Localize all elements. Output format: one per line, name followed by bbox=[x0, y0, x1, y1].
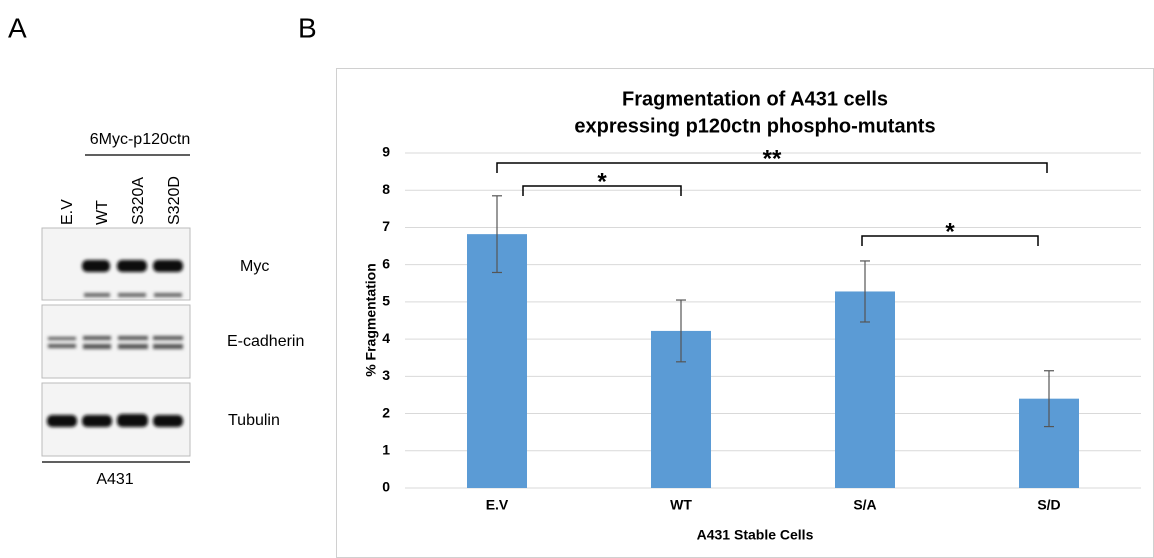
x-tick-label: WT bbox=[670, 497, 692, 513]
blot-header: 6Myc-p120ctn bbox=[90, 131, 191, 148]
x-tick-label: E.V bbox=[486, 497, 509, 513]
x-tick-label: S/D bbox=[1037, 497, 1060, 513]
blot-ecad bbox=[42, 305, 190, 378]
lane-label: S320D bbox=[166, 176, 183, 225]
y-tick-label: 8 bbox=[382, 181, 390, 197]
chart-title: Fragmentation of A431 cells bbox=[622, 88, 888, 110]
y-tick-label: 1 bbox=[382, 441, 390, 457]
figure: A B 6Myc-p120ctn E.V WT S320A S320D Myc … bbox=[0, 0, 1154, 558]
y-axis-label: % Fragmentation bbox=[363, 263, 379, 377]
y-tick-label: 3 bbox=[382, 367, 390, 383]
y-tick-label: 5 bbox=[382, 293, 390, 309]
blot-myc bbox=[42, 228, 190, 300]
blot-label: E-cadherin bbox=[227, 333, 304, 350]
x-axis-label: A431 Stable Cells bbox=[697, 527, 814, 543]
chart-title: expressing p120ctn phospho-mutants bbox=[574, 115, 935, 137]
blot-tubulin bbox=[42, 383, 190, 456]
lane-label: S320A bbox=[130, 177, 147, 225]
significance-label: * bbox=[945, 218, 955, 245]
y-tick-label: 4 bbox=[382, 330, 390, 346]
panel-label: B bbox=[298, 12, 317, 43]
panel-label: A bbox=[8, 12, 27, 43]
cell-line-label: A431 bbox=[96, 471, 133, 488]
significance-label: ** bbox=[763, 145, 782, 172]
y-tick-label: 0 bbox=[382, 479, 390, 495]
y-tick-label: 7 bbox=[382, 218, 390, 234]
lane-label: E.V bbox=[59, 199, 76, 225]
significance-label: * bbox=[597, 168, 607, 195]
blot-label: Myc bbox=[240, 258, 269, 275]
y-tick-label: 2 bbox=[382, 404, 390, 420]
blot-label: Tubulin bbox=[228, 412, 280, 429]
lane-label: WT bbox=[94, 200, 111, 225]
y-tick-label: 9 bbox=[382, 144, 390, 160]
y-tick-label: 6 bbox=[382, 255, 390, 271]
x-tick-label: S/A bbox=[853, 497, 876, 513]
